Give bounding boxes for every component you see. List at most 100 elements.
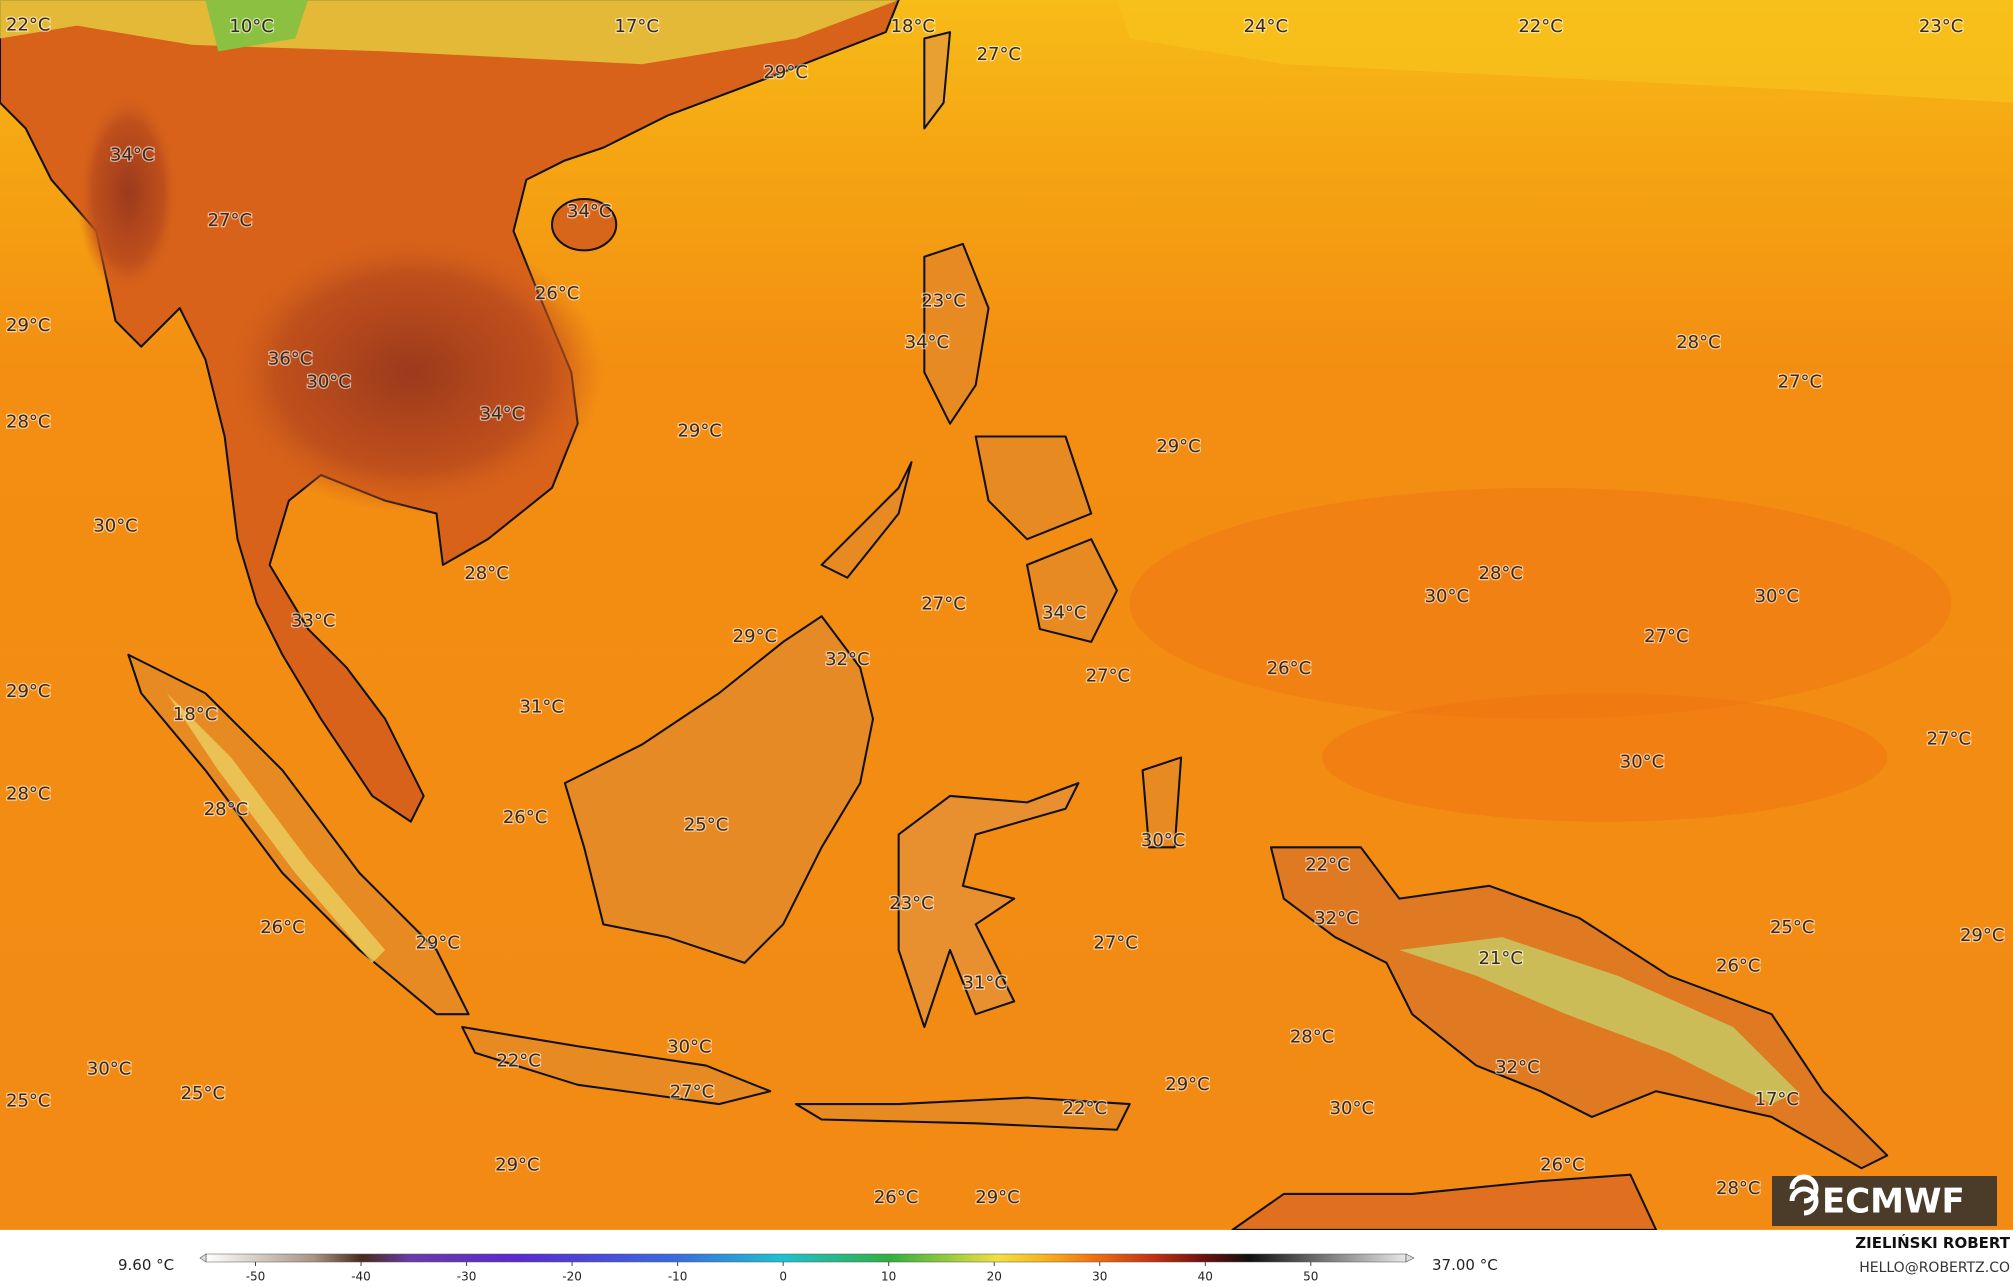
temperature-label: 18°C bbox=[173, 704, 217, 725]
temperature-label: 26°C bbox=[535, 283, 579, 304]
temperature-label: 25°C bbox=[684, 814, 728, 835]
temperature-label: 30°C bbox=[306, 372, 350, 393]
temperature-label: 25°C bbox=[6, 1091, 50, 1112]
temperature-label: 31°C bbox=[962, 972, 1006, 993]
temperature-label: 28°C bbox=[464, 563, 508, 584]
temperature-label: 34°C bbox=[905, 332, 949, 353]
temperature-label: 29°C bbox=[495, 1155, 539, 1176]
colorbar-tick-label: -20 bbox=[562, 1270, 582, 1284]
colorbar-tick-label: 40 bbox=[1198, 1270, 1213, 1284]
halmahera bbox=[1141, 756, 1183, 849]
lesser-sunda bbox=[794, 1096, 1131, 1131]
temperature-label: 29°C bbox=[1156, 436, 1200, 457]
temperature-label: 29°C bbox=[6, 681, 50, 702]
credit-email: HELLO@ROBERTZ.CO bbox=[1859, 1260, 2010, 1276]
colorbar-tick-label: -10 bbox=[668, 1270, 688, 1284]
visayas bbox=[974, 435, 1093, 541]
temperature-label: 30°C bbox=[1425, 586, 1469, 607]
temperature-label: 30°C bbox=[1620, 752, 1664, 773]
temperature-label: 27°C bbox=[208, 210, 252, 231]
temperature-label: 27°C bbox=[1093, 933, 1137, 954]
borneo bbox=[563, 615, 875, 964]
temperature-label: 29°C bbox=[6, 315, 50, 336]
temperature-label: 26°C bbox=[1267, 658, 1311, 679]
java bbox=[461, 1026, 772, 1106]
highland bbox=[1399, 937, 1798, 1105]
temperature-label: 29°C bbox=[763, 62, 807, 83]
temperature-label: 24°C bbox=[1244, 16, 1288, 37]
temperature-label: 17°C bbox=[615, 16, 659, 37]
temperature-label: 29°C bbox=[677, 420, 721, 441]
temperature-label: 26°C bbox=[1540, 1155, 1584, 1176]
temperature-label: 28°C bbox=[1716, 1178, 1760, 1199]
temperature-label: 22°C bbox=[6, 15, 50, 36]
colorbar-ends bbox=[199, 1253, 1415, 1263]
temperature-label: 27°C bbox=[1086, 666, 1130, 687]
temperature-label: 28°C bbox=[1676, 332, 1720, 353]
temperature-label: 22°C bbox=[496, 1051, 540, 1072]
temperature-label: 21°C bbox=[1479, 948, 1523, 969]
temperature-label: 25°C bbox=[181, 1083, 225, 1104]
logo: ECMWF bbox=[1822, 1182, 1965, 1222]
temperature-label: 30°C bbox=[93, 515, 137, 536]
temperature-label: 29°C bbox=[1165, 1074, 1209, 1095]
temperature-label: 36°C bbox=[268, 348, 312, 369]
temperature-label: 30°C bbox=[667, 1037, 711, 1058]
temperature-label: 23°C bbox=[889, 893, 933, 914]
colorbar-ticks: -50 -40 -30 -20 -10 0 10 20 30 40 50 bbox=[246, 1262, 1318, 1284]
colorbar-tick-label: 50 bbox=[1303, 1270, 1318, 1284]
temperature-label: 27°C bbox=[1927, 728, 1971, 749]
colorbar-tick-label: 0 bbox=[779, 1270, 787, 1284]
colorbar-tick-label: 10 bbox=[881, 1270, 896, 1284]
mindanao bbox=[1026, 538, 1118, 643]
temperature-label: 26°C bbox=[260, 917, 304, 938]
temperature-label: 22°C bbox=[1518, 16, 1562, 37]
temperature-label: 23°C bbox=[1919, 16, 1963, 37]
cool-land bbox=[205, 0, 309, 52]
min-label: 9.60 °C bbox=[118, 1256, 174, 1274]
temperature-label: 32°C bbox=[825, 649, 869, 670]
temperature-label: 33°C bbox=[291, 610, 335, 631]
temperature-label: 30°C bbox=[87, 1058, 131, 1079]
temperature-label: 32°C bbox=[1314, 908, 1358, 929]
temperature-label: 32°C bbox=[1495, 1057, 1539, 1078]
max-label: 37.00 °C bbox=[1432, 1256, 1498, 1274]
temperature-label: 30°C bbox=[1330, 1098, 1374, 1119]
credit-name: ZIELIŃSKI ROBERT bbox=[1855, 1233, 2010, 1252]
temperature-label: 25°C bbox=[1770, 917, 1814, 938]
temperature-label: 23°C bbox=[921, 291, 965, 312]
temperature-label: 28°C bbox=[1290, 1026, 1334, 1047]
hot-land bbox=[218, 231, 604, 514]
temperature-label: 29°C bbox=[416, 933, 460, 954]
temperature-label: 34°C bbox=[1042, 603, 1086, 624]
colorbar-tick-label: -50 bbox=[246, 1270, 266, 1284]
temperature-label: 27°C bbox=[921, 594, 965, 615]
temperature-label: 22°C bbox=[1305, 854, 1349, 875]
warm-zone bbox=[1322, 693, 1888, 822]
temperature-label: 18°C bbox=[891, 16, 935, 37]
luzon bbox=[923, 242, 990, 425]
temperature-label: 30°C bbox=[1141, 830, 1185, 851]
temperature-labels: 22°C 10°C 17°C 18°C 27°C 24°C 22°C 23°C 29°C 34°C… bbox=[5, 13, 2006, 1209]
hot-land bbox=[77, 89, 180, 296]
colorbar-tick-label: -30 bbox=[457, 1270, 477, 1284]
cool-zone bbox=[1116, 0, 2013, 103]
temperature-label: 31°C bbox=[520, 696, 564, 717]
colorbar-tick-label: -40 bbox=[351, 1270, 371, 1284]
australia bbox=[1231, 1173, 1658, 1231]
temperature-label: 29°C bbox=[975, 1187, 1019, 1208]
temperature-label: 26°C bbox=[1716, 956, 1760, 977]
taiwan bbox=[923, 31, 952, 130]
temperature-label: 29°C bbox=[733, 626, 777, 647]
temperature-label: 27°C bbox=[977, 44, 1021, 65]
temperature-label: 26°C bbox=[503, 807, 547, 828]
temperature-label: 29°C bbox=[1960, 925, 2004, 946]
temperature-label: 28°C bbox=[6, 411, 50, 432]
logo-icon bbox=[1789, 1174, 1819, 1216]
palawan bbox=[820, 461, 913, 579]
temperature-label: 27°C bbox=[1778, 372, 1822, 393]
temperature-label: 30°C bbox=[1755, 586, 1799, 607]
colorbar-tick-label: 20 bbox=[987, 1270, 1002, 1284]
